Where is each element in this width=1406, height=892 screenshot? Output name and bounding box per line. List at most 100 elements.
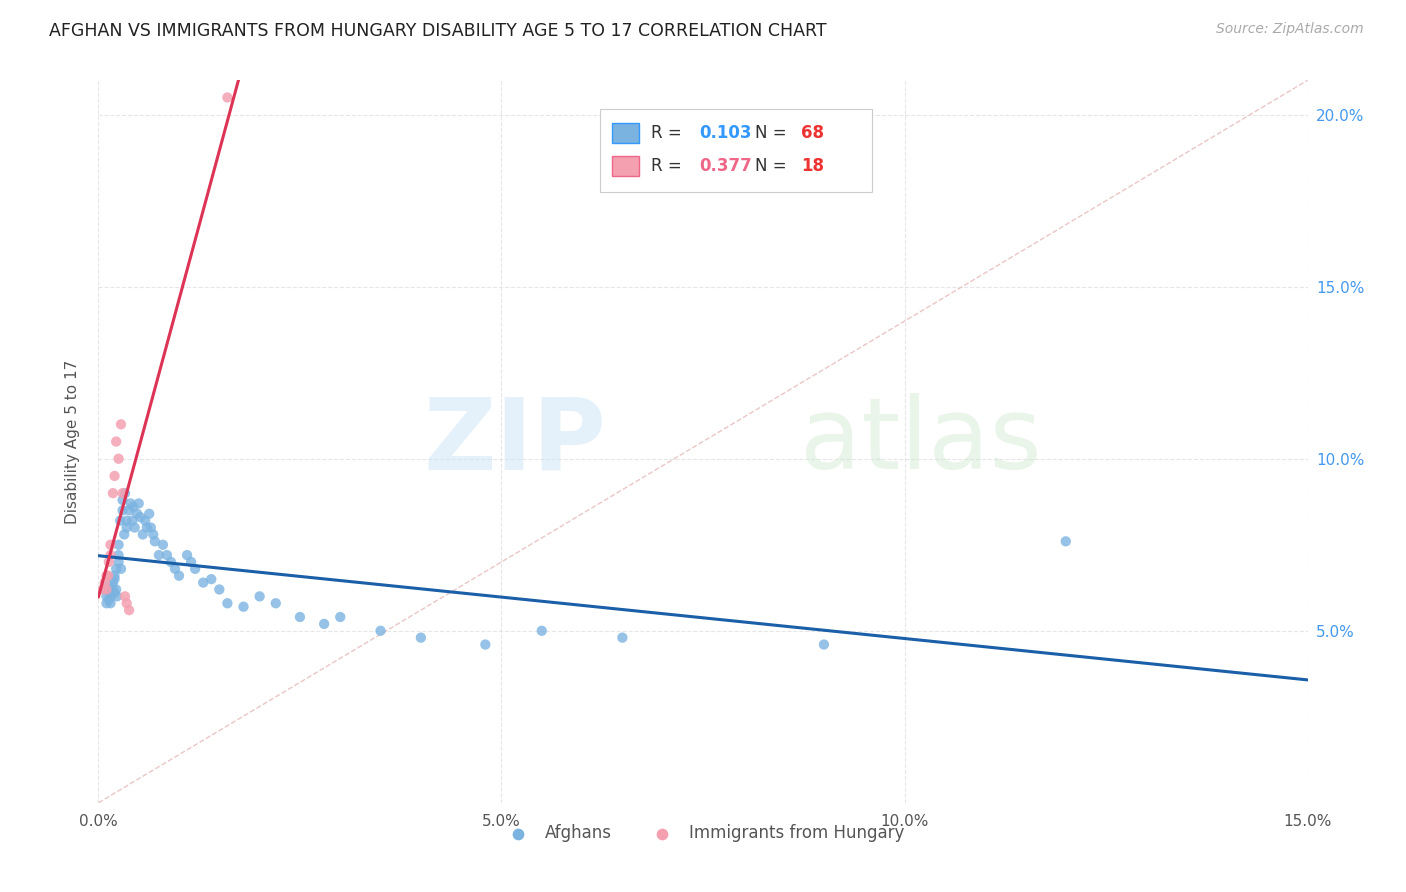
Point [118, 603, 141, 617]
Point [152, 538, 174, 552]
Point [97, 579, 120, 593]
Point [107, 451, 129, 466]
Point [217, 90, 239, 104]
Point [101, 575, 124, 590]
Point [107, 548, 129, 562]
Bar [613, 123, 638, 143]
Point [530, 624, 553, 638]
Point [100, 596, 122, 610]
Point [96, 568, 118, 582]
Text: N =: N = [755, 124, 792, 142]
Point [264, 596, 287, 610]
Point [160, 555, 183, 569]
Text: 18: 18 [801, 157, 824, 175]
Point [200, 572, 222, 586]
Point [288, 610, 311, 624]
Bar [613, 156, 638, 177]
Point [217, 596, 239, 610]
Point [100, 590, 122, 604]
Text: 68: 68 [801, 124, 824, 142]
Point [103, 469, 125, 483]
Point [314, 616, 336, 631]
Point [176, 548, 198, 562]
Text: Source: ZipAtlas.com: Source: ZipAtlas.com [1216, 22, 1364, 37]
Text: 0.377: 0.377 [699, 157, 752, 175]
Point [474, 638, 496, 652]
Point [1054, 534, 1077, 549]
Point [96, 596, 118, 610]
Point [103, 568, 125, 582]
Text: 0.103: 0.103 [699, 124, 752, 142]
Point [115, 520, 138, 534]
Point [107, 538, 129, 552]
Point [114, 590, 136, 604]
Point [100, 538, 122, 552]
Point [127, 507, 149, 521]
Point [120, 496, 142, 510]
Point [96, 582, 118, 597]
Point [115, 596, 138, 610]
Point [249, 590, 271, 604]
Legend: Afghans, Immigrants from Hungary: Afghans, Immigrants from Hungary [495, 817, 911, 848]
Point [167, 568, 190, 582]
Point [193, 575, 215, 590]
Point [121, 514, 143, 528]
Point [135, 520, 157, 534]
Point [134, 514, 156, 528]
Point [96, 590, 118, 604]
Point [409, 631, 432, 645]
Text: R =: R = [651, 124, 688, 142]
Point [110, 562, 132, 576]
Point [114, 486, 136, 500]
Point [94, 582, 117, 597]
Point [111, 486, 134, 500]
Point [103, 586, 125, 600]
Text: AFGHAN VS IMMIGRANTS FROM HUNGARY DISABILITY AGE 5 TO 17 CORRELATION CHART: AFGHAN VS IMMIGRANTS FROM HUNGARY DISABI… [49, 22, 827, 40]
Point [124, 520, 146, 534]
Point [118, 503, 141, 517]
FancyBboxPatch shape [600, 109, 872, 193]
Point [108, 514, 131, 528]
Point [156, 548, 179, 562]
Point [163, 562, 186, 576]
Point [105, 590, 128, 604]
Point [111, 503, 134, 517]
Point [101, 486, 124, 500]
Point [94, 575, 117, 590]
Point [115, 514, 138, 528]
Point [329, 610, 352, 624]
Point [103, 572, 125, 586]
Point [370, 624, 392, 638]
Point [143, 534, 166, 549]
Point [122, 500, 145, 514]
Point [813, 638, 835, 652]
Point [148, 548, 170, 562]
Point [97, 555, 120, 569]
Point [112, 527, 135, 541]
Text: atlas: atlas [800, 393, 1042, 490]
Point [100, 548, 122, 562]
Point [132, 527, 155, 541]
Point [208, 582, 231, 597]
Point [105, 562, 128, 576]
Point [105, 434, 128, 449]
Point [138, 507, 160, 521]
Y-axis label: Disability Age 5 to 17: Disability Age 5 to 17 [65, 359, 80, 524]
Text: N =: N = [755, 157, 792, 175]
Point [129, 510, 152, 524]
Point [91, 582, 114, 597]
Point [105, 582, 128, 597]
Point [110, 417, 132, 432]
Point [232, 599, 254, 614]
Point [111, 493, 134, 508]
Point [139, 520, 162, 534]
Point [97, 592, 120, 607]
Text: ZIP: ZIP [423, 393, 606, 490]
Point [180, 555, 202, 569]
Text: R =: R = [651, 157, 688, 175]
Point [142, 527, 165, 541]
Point [128, 496, 150, 510]
Point [107, 555, 129, 569]
Point [612, 631, 634, 645]
Point [184, 562, 207, 576]
